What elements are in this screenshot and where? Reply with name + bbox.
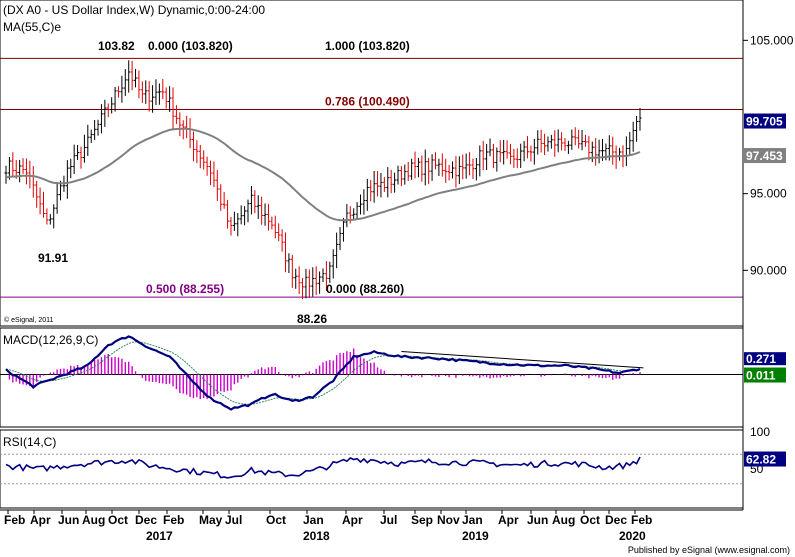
price-tick-label: 105.000: [750, 33, 794, 47]
month-label: Dec: [135, 513, 157, 527]
low-annotation-2018: 88.26: [297, 312, 327, 326]
year-label: 2017: [146, 529, 173, 543]
fib-low-label: 0.000 (88.260): [326, 282, 404, 296]
month-label: Feb: [4, 513, 25, 527]
price-title: (DX A0 - US Dollar Index,W) Dynamic,0:00…: [3, 3, 265, 17]
macd-top-tag: [744, 352, 786, 366]
macd-trendline: [401, 351, 644, 369]
month-label: May: [199, 513, 223, 527]
year-label: 2018: [303, 529, 330, 543]
rsi-title: RSI(14,C): [3, 435, 56, 449]
fib-0500-label: 0.500 (88.255): [146, 282, 224, 296]
macd-top-value: 0.271: [746, 352, 776, 366]
year-label: 2019: [462, 529, 489, 543]
fib-0786-label: 0.786 (100.490): [325, 94, 410, 108]
rsi-value: 62.82: [746, 453, 776, 467]
axis-labels: 105.000 95.000 90.000 99.705 97.453: [743, 33, 794, 277]
month-label: Jul: [225, 513, 242, 527]
month-label: Jan: [462, 513, 483, 527]
month-label: Sep: [411, 513, 433, 527]
month-label: Apr: [342, 513, 363, 527]
month-label: Feb: [163, 513, 184, 527]
publisher-footer: Published by eSignal (www.esignal.com): [628, 545, 790, 555]
rsi-panel: [0, 429, 744, 509]
month-label: Aug: [552, 513, 575, 527]
last-price-value: 99.705: [746, 115, 783, 129]
high-annotation: 103.82: [98, 39, 135, 53]
ma-label: MA(55,C)e: [3, 20, 61, 34]
macd-series: 0.271 0.011: [0, 335, 786, 411]
time-axis: Feb Apr Jun Aug Oct Dec Feb May Jul Oct Jan Apr Jul S…: [0, 509, 743, 543]
month-label: Aug: [82, 513, 105, 527]
month-label: Oct: [108, 513, 128, 527]
price-tick-label: 95.000: [750, 187, 787, 201]
ma-value: 97.453: [746, 149, 783, 163]
month-label: Oct: [266, 513, 286, 527]
rsi-line: [5, 456, 641, 479]
month-label: Jul: [380, 513, 397, 527]
month-label: Oct: [580, 513, 600, 527]
price-panel: [0, 0, 744, 327]
month-label: Jun: [58, 513, 79, 527]
rsi-tick-100: 100: [750, 425, 770, 439]
fib-1000-label: 1.000 (103.820): [325, 39, 410, 53]
month-label: Apr: [30, 513, 51, 527]
last-price-tag: [744, 113, 786, 129]
month-label: Dec: [605, 513, 627, 527]
price-series: 0.000 (103.820) 1.000 (103.820) 0.786 (100…: [0, 39, 743, 326]
macd-value-tag: [744, 367, 786, 383]
low-annotation-2016: 91.91: [38, 251, 68, 265]
month-label: Jun: [527, 513, 548, 527]
macd-value: 0.011: [746, 369, 776, 383]
month-label: Jan: [303, 513, 324, 527]
macd-panel: [0, 327, 744, 428]
macd-line: [5, 335, 641, 411]
month-label: Apr: [498, 513, 519, 527]
ma-value-tag: [744, 148, 786, 164]
month-label: Nov: [437, 513, 460, 527]
copyright: © eSignal, 2011: [4, 316, 54, 324]
month-label: Feb: [631, 513, 652, 527]
macd-title: MACD(12,26,9,C): [3, 333, 98, 347]
rsi-value-tag: [744, 451, 786, 467]
price-tick-label: 90.000: [750, 263, 787, 277]
ma-line: [5, 127, 641, 222]
fib-start-label: 0.000 (103.820): [148, 39, 233, 53]
year-label: 2020: [619, 529, 646, 543]
